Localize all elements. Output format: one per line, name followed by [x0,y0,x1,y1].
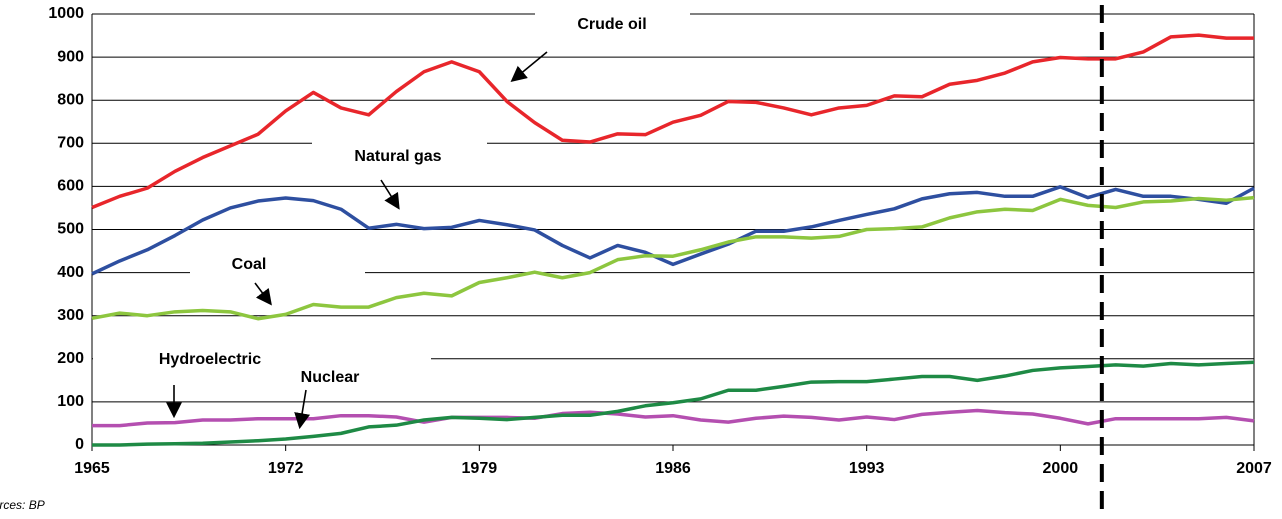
label-arrow [510,51,548,83]
x-tick-label: 1993 [849,460,885,477]
y-tick-label: 800 [57,91,84,108]
y-tick-label: 900 [57,48,84,65]
y-tick-label: 0 [75,436,84,453]
label-arrow [254,282,272,306]
series-line [92,360,1255,447]
y-tick-label: 100 [57,393,84,410]
x-tick-label: 1965 [74,460,110,477]
label-background [312,140,487,170]
y-tick-label: 200 [57,350,84,367]
series-line [91,185,1255,276]
series-label: Coal [232,256,267,273]
label-arrow [380,179,400,210]
series-label: Natural gas [354,148,441,165]
x-tick-label: 1986 [655,460,691,477]
x-tick-label: 2000 [1043,460,1079,477]
source-note: Sources: BP [0,498,45,512]
y-tick-label: 500 [57,221,84,238]
series-line [91,33,1254,210]
x-tick-label: 1972 [268,460,304,477]
y-tick-label: 700 [57,135,84,152]
x-tick-label: 2007 [1236,460,1272,477]
label-background [535,5,690,35]
series-label: Nuclear [301,369,360,386]
series-label: Crude oil [577,16,646,33]
label-background [270,365,390,391]
series-label: Hydroelectric [159,351,261,368]
label-arrow [294,389,310,430]
series-line [92,408,1255,428]
label-background [190,250,365,280]
series-line [91,195,1255,321]
x-tick-label: 1979 [462,460,498,477]
y-tick-label: 400 [57,264,84,281]
y-tick-label: 1000 [48,5,84,22]
y-tick-label: 600 [57,178,84,195]
y-tick-label: 300 [57,307,84,324]
